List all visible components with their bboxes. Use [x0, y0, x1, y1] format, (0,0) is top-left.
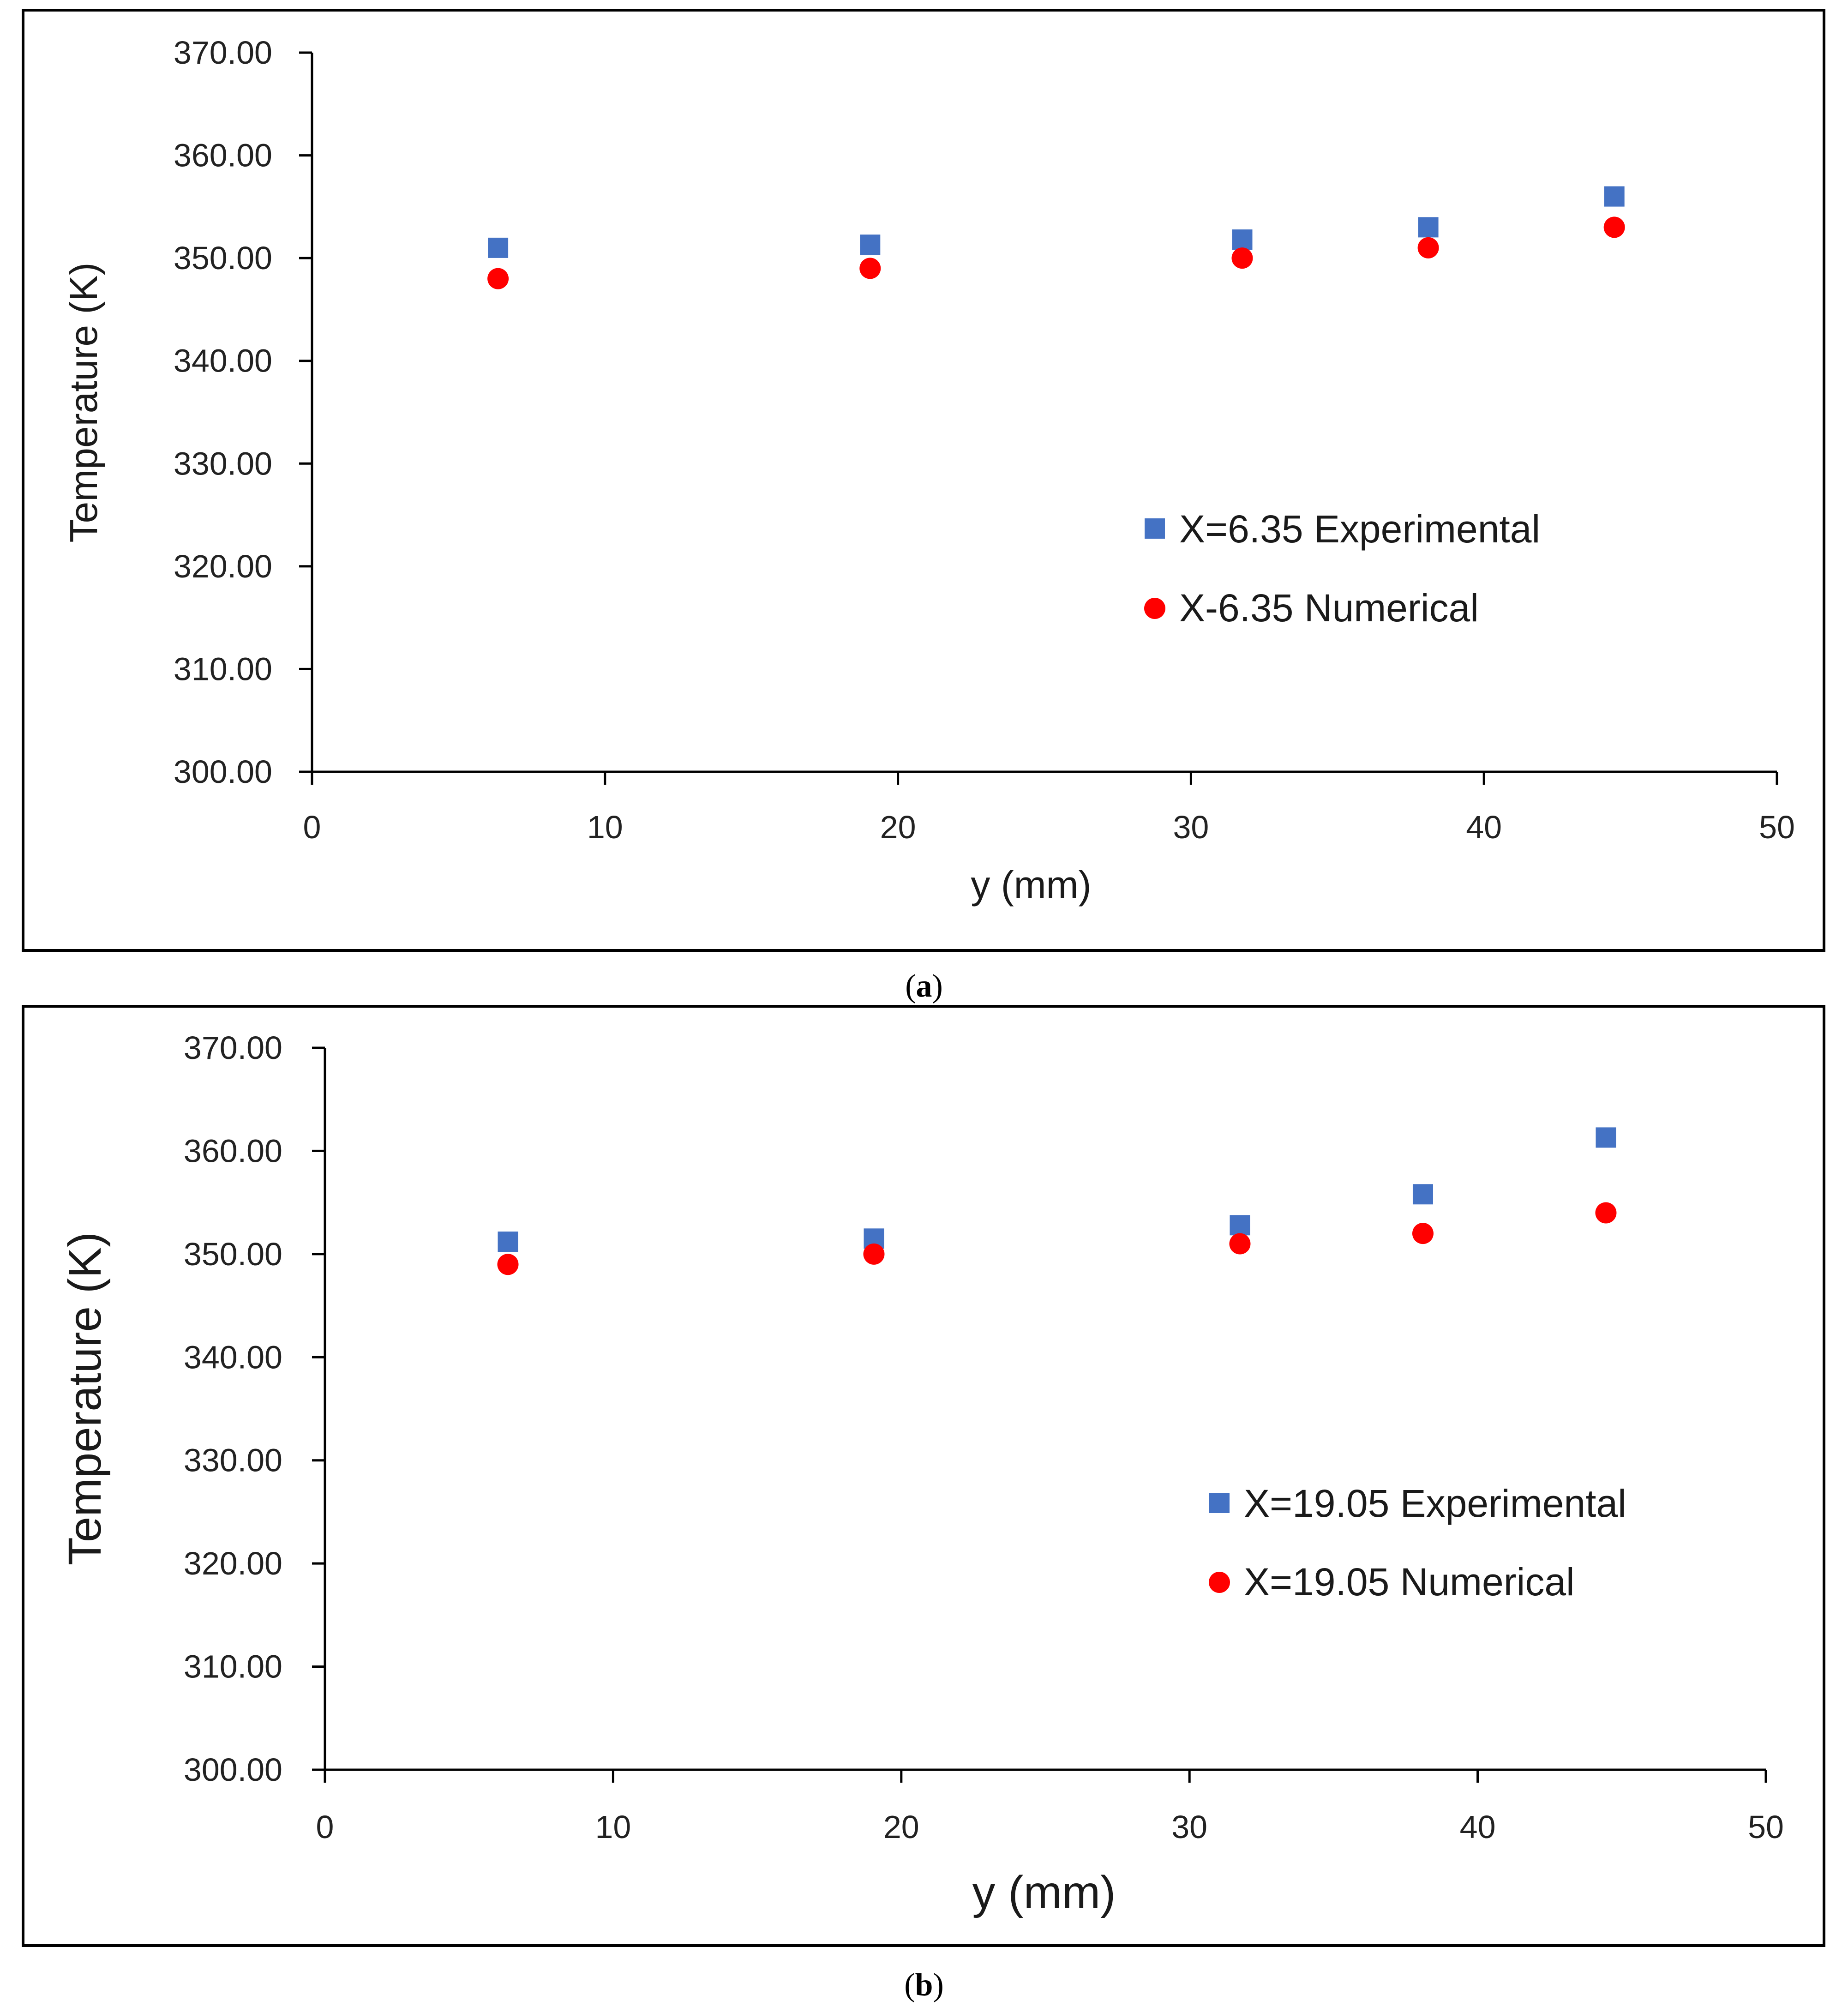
x-tick-label: 20	[883, 1809, 919, 1845]
legend-marker-numerical-b	[1209, 1572, 1230, 1593]
caption-b: (b)	[904, 1967, 944, 2003]
legend-label-numerical-a: X-6.35 Numerical	[1179, 586, 1479, 630]
caption-a: (a)	[905, 968, 943, 1004]
x-tick-label: 10	[587, 809, 623, 845]
data-point-experimental	[1418, 217, 1439, 238]
x-axis-title-b: y (mm)	[972, 1867, 1116, 1918]
legend-a: X=6.35 Experimental X-6.35 Numerical	[1144, 507, 1540, 630]
data-point-numerical	[487, 268, 509, 289]
x-tick-label: 10	[595, 1809, 631, 1845]
y-tick-label: 350.00	[174, 240, 272, 276]
y-tick-label: 370.00	[184, 1030, 282, 1066]
data-point-numerical	[1412, 1223, 1434, 1244]
y-tick-label: 320.00	[184, 1545, 282, 1581]
chart-frame-a	[22, 9, 1825, 952]
data-point-experimental	[1412, 1184, 1433, 1205]
y-tick-label: 360.00	[184, 1133, 282, 1169]
data-point-experimental	[1230, 1215, 1250, 1236]
y-tick-label: 310.00	[174, 651, 272, 687]
chart-panel-b: 300.00 310.00 320.00 330.00 340.00 350.00 360.…	[22, 1005, 1825, 1947]
x-tick-label: 50	[1759, 809, 1795, 845]
data-point-numerical	[1229, 1233, 1251, 1255]
data-point-numerical	[1417, 237, 1439, 258]
data-point-numerical	[1595, 1202, 1617, 1224]
axes-a: 300.00 310.00 320.00 330.00 340.00 350.00 360.…	[174, 35, 1795, 845]
data-points-a	[487, 186, 1625, 289]
x-tick-label: 0	[316, 1809, 334, 1845]
chart-frame-b	[22, 1005, 1825, 1947]
data-point-numerical	[859, 258, 881, 279]
legend-marker-experimental-b	[1209, 1493, 1230, 1513]
x-axis-title-a: y (mm)	[971, 863, 1091, 907]
data-point-experimental	[1232, 229, 1253, 250]
x-tick-label: 50	[1748, 1809, 1784, 1845]
legend-label-experimental-a: X=6.35 Experimental	[1179, 507, 1540, 551]
data-point-experimental	[1596, 1127, 1616, 1148]
data-point-experimental	[1604, 186, 1625, 207]
data-points-b	[497, 1127, 1617, 1275]
x-tick-label: 30	[1173, 809, 1209, 845]
legend-label-numerical-b: X=19.05 Numerical	[1244, 1560, 1575, 1604]
y-tick-label: 370.00	[174, 35, 272, 71]
y-tick-label: 330.00	[174, 445, 272, 481]
chart-panel-a: 300.00 310.00 320.00 330.00 340.00 350.00 360.…	[22, 9, 1825, 952]
data-point-numerical	[1231, 247, 1253, 269]
x-tick-label: 20	[880, 809, 916, 845]
data-point-experimental	[860, 234, 881, 255]
x-tick-label: 0	[303, 809, 321, 845]
x-tick-label: 40	[1460, 1809, 1496, 1845]
data-point-numerical	[863, 1243, 885, 1265]
y-tick-label: 350.00	[184, 1236, 282, 1272]
data-point-numerical	[497, 1254, 519, 1275]
legend-marker-numerical-a	[1144, 598, 1165, 619]
x-tick-label: 30	[1171, 1809, 1207, 1845]
data-point-experimental	[498, 1232, 518, 1252]
y-tick-label: 300.00	[184, 1752, 282, 1788]
axes-b: 300.00 310.00 320.00 330.00 340.00 350.00 360.…	[184, 1030, 1784, 1845]
y-tick-label: 340.00	[174, 343, 272, 379]
y-tick-label: 340.00	[184, 1339, 282, 1375]
y-tick-label: 360.00	[174, 138, 272, 174]
legend-label-experimental-b: X=19.05 Experimental	[1244, 1482, 1626, 1525]
data-point-experimental	[488, 237, 509, 258]
y-tick-label: 330.00	[184, 1442, 282, 1478]
legend-b: X=19.05 Experimental X=19.05 Numerical	[1209, 1482, 1626, 1604]
y-tick-label: 310.00	[184, 1649, 282, 1685]
x-tick-label: 40	[1466, 809, 1502, 845]
legend-marker-experimental-a	[1145, 518, 1165, 539]
y-tick-label: 300.00	[174, 754, 272, 790]
y-tick-label: 320.00	[174, 548, 272, 584]
y-axis-title-a: Temperature (K)	[62, 263, 105, 543]
data-point-numerical	[1603, 216, 1625, 238]
y-axis-title-b: Temperature (K)	[59, 1232, 111, 1565]
